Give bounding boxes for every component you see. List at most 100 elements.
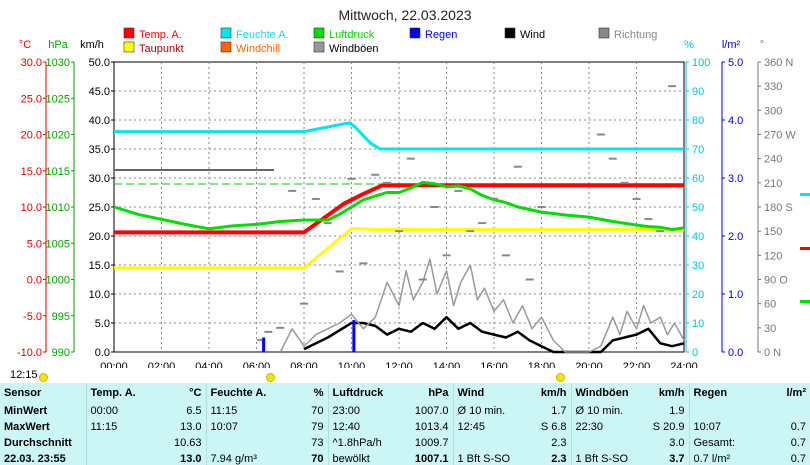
wind-tick-label: 15.0 (89, 260, 110, 272)
direction-tick-label: 360 N (764, 57, 793, 69)
stats-table-panel: Sensor Temp. A. °C Feuchte A. % Luftdruc… (0, 383, 810, 465)
legend-swatch (220, 27, 232, 39)
direction-point (276, 326, 285, 329)
x-tick-label: 24:00 (670, 361, 698, 368)
direction-point (501, 254, 510, 257)
wind-tick-label: 35.0 (89, 144, 110, 156)
temp-tick-label: 30.0 (21, 57, 42, 69)
wind-tick-label: 40.0 (89, 115, 110, 127)
x-tick-label: 18:00 (528, 361, 556, 368)
temp-tick-label: 0.0 (27, 275, 42, 287)
direction-point (525, 278, 534, 281)
direction-point (490, 197, 498, 200)
header-sensor: Sensor (4, 387, 42, 399)
legend-label: Windchill (236, 43, 280, 55)
table-header: Sensor Temp. A. °C Feuchte A. % Luftdruc… (0, 383, 810, 403)
humidity-tick-label: 70 (692, 144, 704, 156)
direction-point (311, 197, 320, 200)
cell-wind-value: 1.7 (551, 405, 567, 417)
direction-tick-label: 60 (764, 299, 776, 311)
cell-temp-value: 13.0 (180, 421, 202, 433)
header-gust-unit: km/h (658, 387, 685, 399)
pressure-axis-unit: hPa (48, 39, 68, 51)
x-tick-label: 22:00 (623, 361, 651, 368)
cell-wind-time: Ø 10 min. (452, 403, 521, 419)
series-line-feuchte-a- (114, 121, 684, 151)
humidity-tick-label: 60 (692, 173, 704, 185)
cell-pressure-time: ^1.8hPa/h (327, 435, 403, 451)
sunrise-marker[interactable] (266, 373, 275, 382)
header-pressure-unit: hPa (428, 387, 449, 399)
humidity-tick-label: 20 (692, 289, 704, 301)
direction-point (537, 206, 546, 208)
stats-table: Sensor Temp. A. °C Feuchte A. % Luftdruc… (0, 383, 810, 465)
cell-temp-time: 11:15 (85, 419, 156, 435)
direction-tick-label: 150 (764, 226, 782, 238)
cell-wind-time: 1 Bft S-SO (452, 451, 521, 465)
direction-point (632, 197, 641, 200)
temp-tick-label: 10.0 (21, 202, 42, 214)
direction-point (347, 177, 356, 180)
direction-tick-label: 210 (764, 178, 782, 190)
cell-humidity-value: 79 (311, 421, 324, 433)
time-slider[interactable]: 12:15 (0, 368, 810, 382)
temp-tick-label: -5.0 (23, 311, 42, 323)
pressure-tick-label: 1025 (46, 93, 70, 105)
cell-rain-value: 0.7 (790, 421, 806, 433)
legend-label: Luftdruck (329, 29, 375, 41)
x-tick-label: 00:00 (100, 361, 128, 368)
direction-point (442, 254, 451, 257)
cell-humidity-value: 70 (311, 405, 324, 417)
day-start-marker[interactable] (39, 373, 48, 382)
pressure-tick-label: 1020 (46, 130, 70, 142)
legend-label: Windböen (329, 43, 379, 55)
cell-wind-time: 12:45 (452, 419, 521, 435)
rain-tick-label: 1.0 (728, 289, 743, 301)
rain-tick-label: 2.0 (728, 231, 743, 243)
direction-tick-label: 0 N (764, 347, 781, 359)
cell-pressure-value: 1007.1 (414, 453, 449, 465)
cell-gust-time: 22:30 (570, 419, 639, 435)
header-humidity-unit: % (313, 387, 324, 399)
legend-swatch (123, 41, 135, 53)
header-pressure: Luftdruck (327, 383, 403, 403)
cell-rain-time: 0.7 l/m² (688, 451, 759, 465)
edge-marker (800, 300, 810, 303)
x-tick-label: 02:00 (148, 361, 176, 368)
humidity-tick-label: 90 (692, 86, 704, 98)
direction-tick-label: 240 (764, 154, 782, 166)
pressure-tick-label: 1005 (46, 238, 70, 250)
wind-tick-label: 30.0 (89, 173, 110, 185)
legend-label: Richtung (614, 29, 657, 41)
direction-tick-label: 30 (764, 323, 776, 335)
direction-point (323, 222, 332, 225)
header-rain: Regen (688, 383, 759, 403)
legend-swatch (313, 41, 325, 53)
cell-gust-value: 3.0 (669, 437, 685, 449)
temp-tick-label: 5.0 (27, 238, 42, 250)
wind-tick-label: 10.0 (89, 289, 110, 301)
temp-tick-label: -10.0 (17, 347, 42, 359)
rain-tick-label: 4.0 (728, 115, 743, 127)
x-tick-label: 08:00 (290, 361, 318, 368)
edge-marker (800, 193, 810, 196)
humidity-tick-label: 100 (692, 57, 710, 69)
cell-humidity-value: 70 (311, 453, 324, 465)
rain-tick-label: 3.0 (728, 173, 743, 185)
cell-rain-time: Gesamt: (688, 435, 759, 451)
row-label: 22.03. 23:55 (4, 453, 66, 465)
legend-label: Feuchte A. (236, 29, 289, 41)
table-row: Durchschnitt 10.63 73 ^1.8hPa/h 1009.7 2… (0, 435, 810, 451)
humidity-tick-label: 0 (692, 347, 698, 359)
legend-swatch (123, 27, 135, 39)
sunset-marker[interactable] (556, 373, 565, 382)
pressure-tick-label: 995 (52, 311, 70, 323)
cell-pressure-value: 1009.7 (414, 437, 449, 449)
cell-wind-value: 2.3 (551, 453, 567, 465)
wind-tick-label: 25.0 (89, 202, 110, 214)
humidity-tick-label: 40 (692, 231, 704, 243)
direction-tick-label: 180 S (764, 202, 793, 214)
x-tick-label: 16:00 (480, 361, 508, 368)
cell-humidity-time: 10:07 (205, 419, 278, 435)
header-rain-unit: l/m² (786, 387, 806, 399)
